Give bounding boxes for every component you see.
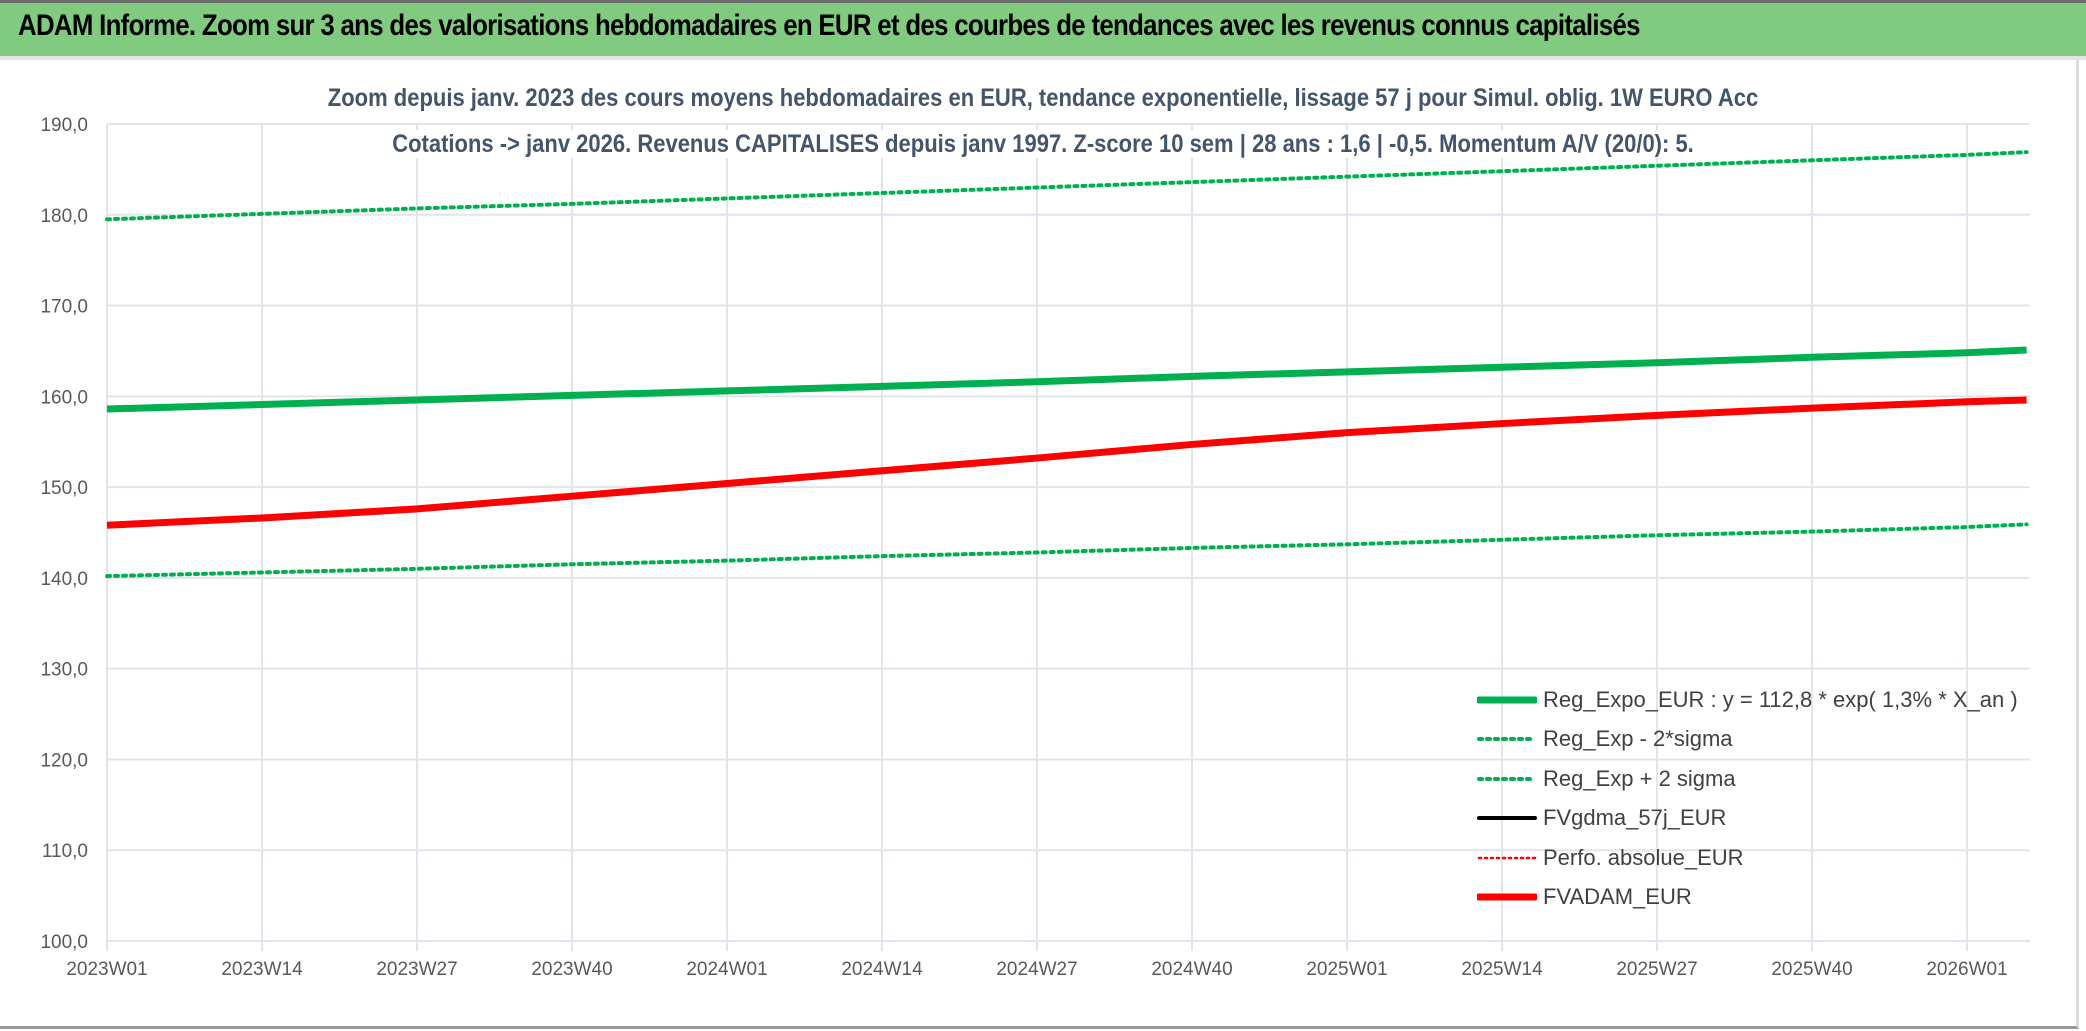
legend-label: Reg_Exp - 2*sigma xyxy=(1543,726,1733,752)
x-tick-label: 2024W27 xyxy=(996,959,1077,980)
y-tick-label: 100,0 xyxy=(40,932,88,953)
y-tick-label: 140,0 xyxy=(40,569,88,590)
y-tick-label: 120,0 xyxy=(40,750,88,771)
x-tick-label: 2024W01 xyxy=(686,959,767,980)
legend-item: Reg_Exp + 2 sigma xyxy=(1477,759,2018,799)
legend-swatch xyxy=(1477,737,1537,742)
x-tick-label: 2025W14 xyxy=(1461,959,1543,980)
legend-label: FVADAM_EUR xyxy=(1543,884,1692,910)
chart-subtitle-text: Cotations -> janv 2026. Revenus CAPITALI… xyxy=(385,130,1701,158)
chart-title-text: Zoom depuis janv. 2023 des cours moyens … xyxy=(320,84,1766,112)
x-tick-label: 2024W14 xyxy=(841,959,923,980)
legend-item: Perfo. absolue_EUR xyxy=(1477,838,2018,878)
report-title-bar: ADAM Informe. Zoom sur 3 ans des valoris… xyxy=(0,0,2086,60)
legend-swatch xyxy=(1477,696,1537,704)
legend-swatch xyxy=(1477,893,1537,901)
x-tick-label: 2024W40 xyxy=(1151,959,1232,980)
legend-swatch xyxy=(1477,856,1537,859)
chart-subtitle: Cotations -> janv 2026. Revenus CAPITALI… xyxy=(125,130,1961,159)
chart-legend: Reg_Expo_EUR : y = 112,8 * exp( 1,3% * X… xyxy=(1477,680,2018,917)
legend-swatch xyxy=(1477,816,1537,821)
x-tick-label: 2025W27 xyxy=(1616,959,1697,980)
series-line-0 xyxy=(106,346,2027,413)
legend-item: FVADAM_EUR xyxy=(1477,878,2018,918)
report-title: ADAM Informe. Zoom sur 3 ans des valoris… xyxy=(18,9,1641,42)
chart-frame xyxy=(0,60,2079,1029)
legend-item: Reg_Expo_EUR : y = 112,8 * exp( 1,3% * X… xyxy=(1477,680,2018,720)
legend-swatch xyxy=(1477,776,1537,781)
chart-title: Zoom depuis janv. 2023 des cours moyens … xyxy=(125,84,1961,113)
x-tick-label: 2025W01 xyxy=(1306,959,1387,980)
y-tick-label: 180,0 xyxy=(40,206,88,227)
legend-label: FVgdma_57j_EUR xyxy=(1543,805,1727,831)
y-tick-label: 190,0 xyxy=(40,115,88,136)
legend-item: Reg_Exp - 2*sigma xyxy=(1477,720,2018,760)
series-line-5 xyxy=(106,396,2027,529)
legend-label: Reg_Expo_EUR : y = 112,8 * exp( 1,3% * X… xyxy=(1543,686,2018,712)
y-tick-label: 160,0 xyxy=(40,387,88,408)
legend-label: Perfo. absolue_EUR xyxy=(1543,844,1744,870)
y-tick-label: 130,0 xyxy=(40,660,88,681)
x-tick-label: 2023W14 xyxy=(221,959,303,980)
legend-item: FVgdma_57j_EUR xyxy=(1477,799,2018,839)
x-tick-label: 2026W01 xyxy=(1926,959,2007,980)
y-tick-label: 110,0 xyxy=(42,841,88,862)
series-line-2 xyxy=(105,150,2029,222)
y-tick-label: 170,0 xyxy=(40,297,88,318)
series-line-1 xyxy=(105,522,2029,579)
legend-label: Reg_Exp + 2 sigma xyxy=(1543,765,1736,791)
x-tick-label: 2025W40 xyxy=(1771,959,1852,980)
y-tick-label: 150,0 xyxy=(40,478,88,499)
x-tick-label: 2023W27 xyxy=(376,959,457,980)
x-tick-label: 2023W40 xyxy=(531,959,612,980)
x-tick-label: 2023W01 xyxy=(66,959,147,980)
